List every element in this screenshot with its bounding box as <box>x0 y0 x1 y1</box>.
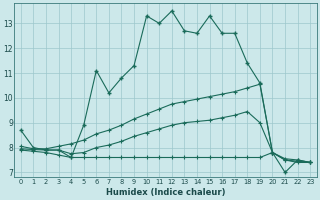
X-axis label: Humidex (Indice chaleur): Humidex (Indice chaleur) <box>106 188 225 197</box>
